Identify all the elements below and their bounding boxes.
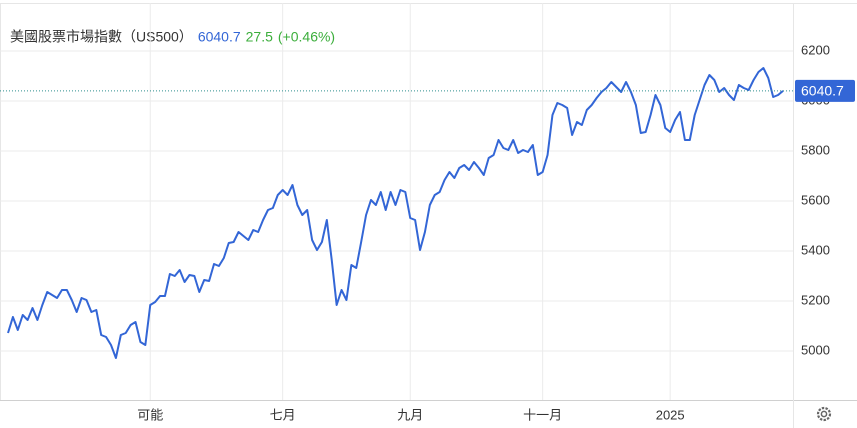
x-tick-label: 可能	[137, 407, 163, 422]
x-tick-label: 七月	[270, 407, 296, 422]
settings-icon[interactable]	[816, 406, 832, 422]
title-change-pct: (+0.46%)	[278, 29, 335, 45]
y-tick-label: 5600	[801, 192, 830, 207]
y-tick-label: 5800	[801, 142, 830, 157]
y-tick-label: 5200	[801, 292, 830, 307]
last-price-tag	[795, 79, 855, 102]
y-tick-label: 5000	[801, 342, 830, 357]
y-tick-label: 6200	[801, 42, 830, 57]
title-price: 6040.7	[198, 29, 241, 45]
x-tick-label: 十一月	[523, 407, 562, 422]
x-tick-label: 九月	[397, 407, 423, 422]
title-change: 27.5	[246, 29, 273, 45]
chart-title: 美國股票市場指數（US500）	[10, 29, 193, 45]
y-tick-label: 5400	[801, 242, 830, 257]
x-tick-label: 2025	[656, 407, 685, 422]
price-line	[7, 67, 784, 359]
last-price-label: 6040.7	[801, 83, 844, 99]
